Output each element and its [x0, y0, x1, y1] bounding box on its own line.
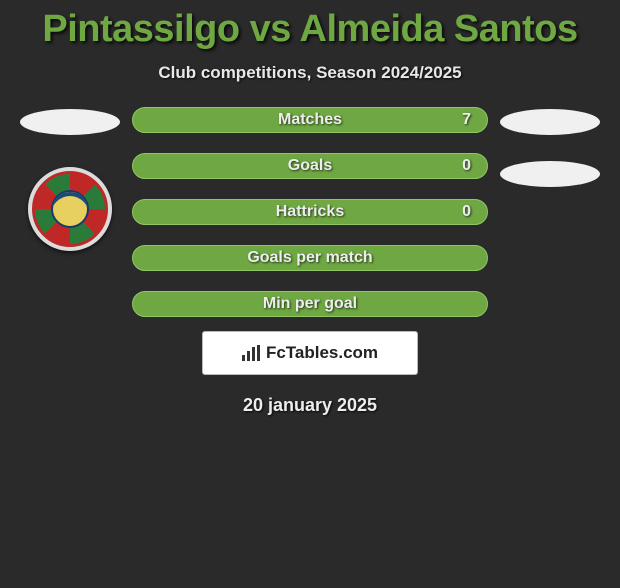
stat-bar-min-per-goal: Min per goal — [132, 291, 488, 317]
main-row: Matches 7 Goals 0 Hattricks 0 Goals per … — [10, 107, 610, 317]
bars-trend-icon — [242, 345, 262, 361]
stat-label: Matches — [278, 111, 342, 129]
stat-label: Goals per match — [247, 249, 372, 267]
stat-bar-matches: Matches 7 — [132, 107, 488, 133]
snapshot-date: 20 january 2025 — [10, 395, 610, 416]
source-badge: FcTables.com — [202, 331, 418, 375]
stat-value-right: 0 — [462, 157, 471, 175]
player-photo-placeholder-right-1 — [500, 109, 600, 135]
stat-label: Goals — [288, 157, 332, 175]
stat-value-right: 7 — [462, 111, 471, 129]
source-name: FcTables.com — [266, 343, 378, 363]
stats-column: Matches 7 Goals 0 Hattricks 0 Goals per … — [130, 107, 490, 317]
player-photo-placeholder-right-2 — [500, 161, 600, 187]
right-player-column — [490, 107, 610, 187]
stat-bar-goals: Goals 0 — [132, 153, 488, 179]
left-player-column — [10, 107, 130, 251]
comparison-card: Pintassilgo vs Almeida Santos Club compe… — [0, 8, 620, 416]
player-photo-placeholder-left — [20, 109, 120, 135]
stat-label: Min per goal — [263, 295, 357, 313]
club-badge-icon — [28, 167, 112, 251]
stat-bar-goals-per-match: Goals per match — [132, 245, 488, 271]
season-subtitle: Club competitions, Season 2024/2025 — [10, 63, 610, 83]
page-title: Pintassilgo vs Almeida Santos — [10, 8, 610, 51]
stat-label: Hattricks — [276, 203, 344, 221]
stat-value-right: 0 — [462, 203, 471, 221]
stat-bar-hattricks: Hattricks 0 — [132, 199, 488, 225]
